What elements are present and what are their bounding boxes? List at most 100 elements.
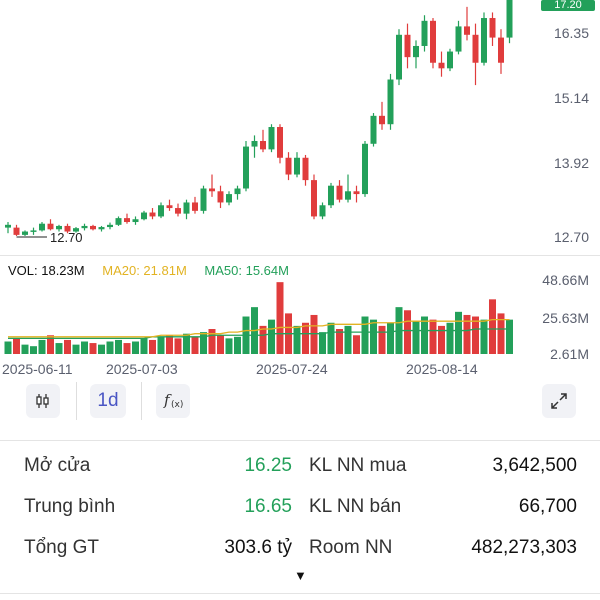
volume-bar <box>191 336 199 354</box>
candle <box>39 222 45 232</box>
candle <box>251 135 258 158</box>
candle <box>464 6 470 41</box>
candle <box>455 20 462 55</box>
stat-label-foreign-sell: KL NN bán <box>309 496 402 517</box>
candle <box>166 199 173 211</box>
volume-bar <box>98 344 105 354</box>
volume-bar <box>353 335 360 354</box>
volume-bar <box>446 322 454 354</box>
candle <box>447 48 453 72</box>
candle <box>81 223 88 231</box>
volume-bar <box>157 336 165 354</box>
candle <box>336 180 343 203</box>
volume-bar <box>47 335 54 354</box>
expand-stats-caret[interactable]: ▼ <box>294 568 307 583</box>
volume-bar <box>140 338 148 354</box>
candle <box>22 230 28 236</box>
chart-divider <box>0 255 600 256</box>
candle <box>158 202 164 219</box>
candle <box>430 18 436 69</box>
stat-value-foreign-room: 482,273,303 <box>471 537 577 558</box>
volume-bar <box>310 314 318 354</box>
candle <box>90 224 96 231</box>
candlestick-icon <box>36 394 49 408</box>
volume-bar <box>506 319 513 354</box>
price-axis-label: 15.14 <box>553 90 589 106</box>
volume-bar <box>234 336 241 354</box>
candle <box>438 51 445 77</box>
volume-bar <box>336 329 343 354</box>
candle <box>209 174 215 197</box>
chart-type-button[interactable] <box>26 384 60 418</box>
vol-value: VOL: 18.23M <box>8 263 85 278</box>
volume-bar <box>200 332 207 354</box>
candle <box>277 124 283 164</box>
candle <box>175 203 181 217</box>
stat-value-total-value: 303.6 tỷ <box>224 537 292 558</box>
volume-bar <box>302 322 309 354</box>
candle <box>498 29 504 74</box>
price-chart[interactable] <box>0 0 530 250</box>
candle <box>370 113 377 147</box>
volume-bar <box>13 338 20 354</box>
price-axis-label: 16.35 <box>553 25 589 41</box>
volume-bar <box>438 325 445 354</box>
volume-bar <box>208 329 216 354</box>
candle <box>362 140 368 197</box>
volume-bar <box>225 338 233 354</box>
volume-bar <box>268 319 275 354</box>
candle <box>124 213 130 224</box>
candle <box>200 185 207 214</box>
volume-bar <box>4 341 12 354</box>
interval-button[interactable]: 1d <box>90 384 126 418</box>
svg-text:(x): (x) <box>171 400 183 410</box>
volume-bar <box>293 325 301 354</box>
candle <box>421 15 428 52</box>
candle <box>311 174 317 220</box>
expand-button[interactable] <box>542 384 576 418</box>
candle <box>404 23 411 69</box>
ma50-value: MA50: 15.64M <box>204 263 289 278</box>
price-axis-label: 12.70 <box>553 229 589 245</box>
volume-bar <box>183 333 190 354</box>
date-label: 2025-06-11 <box>2 361 73 377</box>
stat-label-average: Trung bình <box>24 496 116 517</box>
volume-bar <box>72 344 80 354</box>
stat-value-average: 16.65 <box>244 496 292 517</box>
volume-axis-label: 48.66M <box>542 272 589 288</box>
toolbar-separator <box>141 382 142 420</box>
candle <box>387 73 394 130</box>
candle <box>260 129 266 153</box>
volume-bar <box>497 313 505 354</box>
stat-label-foreign-buy: KL NN mua <box>309 455 407 476</box>
candle <box>379 101 385 130</box>
candle <box>226 191 232 206</box>
volume-bar <box>106 341 114 354</box>
volume-bar <box>276 282 284 354</box>
candle <box>115 216 122 226</box>
candle <box>56 224 62 232</box>
candle <box>396 29 402 86</box>
volume-bar <box>55 343 63 354</box>
candle <box>217 185 224 209</box>
indicator-button[interactable]: f (x) <box>156 384 190 418</box>
volume-bar <box>404 310 411 354</box>
volume-bar <box>412 321 420 354</box>
candle <box>294 152 300 178</box>
candle <box>243 140 249 192</box>
volume-bar <box>174 338 182 354</box>
ma20-value: MA20: 21.81M <box>102 263 187 278</box>
volume-bar <box>489 299 496 354</box>
candle <box>285 152 292 181</box>
volume-chart[interactable] <box>0 258 530 356</box>
expand-icon <box>551 393 567 409</box>
stat-label-foreign-room: Room NN <box>309 537 393 558</box>
volume-bar <box>132 341 139 354</box>
candle <box>107 222 113 230</box>
candle <box>506 0 513 44</box>
volume-bar <box>30 346 37 354</box>
volume-bar <box>123 343 131 354</box>
volume-bar <box>64 339 71 354</box>
volume-bar <box>327 322 335 354</box>
candle <box>98 225 105 232</box>
